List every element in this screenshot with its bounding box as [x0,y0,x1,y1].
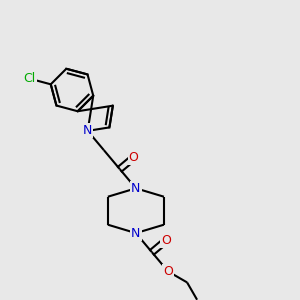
Text: Cl: Cl [23,72,36,85]
Text: O: O [161,234,171,247]
Text: N: N [83,124,92,137]
Text: O: O [163,265,173,278]
Text: N: N [131,226,141,240]
Text: N: N [131,182,141,195]
Text: O: O [129,151,139,164]
